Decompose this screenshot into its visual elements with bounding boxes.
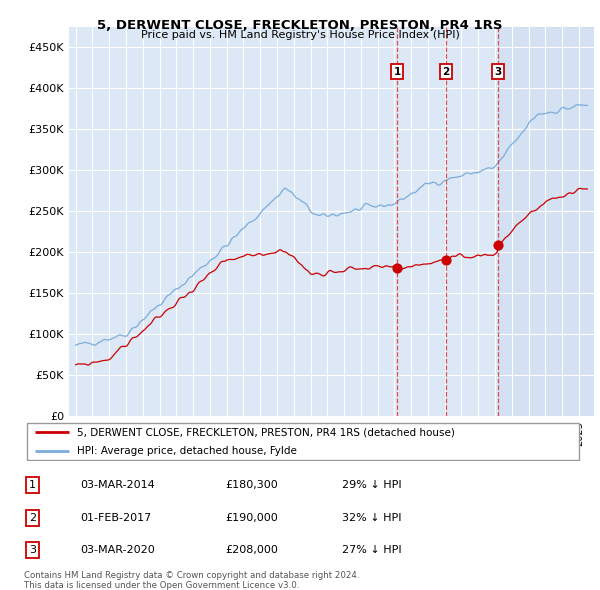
Text: 3: 3 (494, 67, 502, 77)
Text: 01-FEB-2017: 01-FEB-2017 (80, 513, 151, 523)
Text: 1: 1 (394, 67, 401, 77)
Text: 27% ↓ HPI: 27% ↓ HPI (342, 545, 401, 555)
Text: 5, DERWENT CLOSE, FRECKLETON, PRESTON, PR4 1RS (detached house): 5, DERWENT CLOSE, FRECKLETON, PRESTON, P… (77, 427, 455, 437)
Text: HPI: Average price, detached house, Fylde: HPI: Average price, detached house, Fyld… (77, 445, 297, 455)
Point (392, 263, 402, 273)
Text: £190,000: £190,000 (225, 513, 278, 523)
Text: 29% ↓ HPI: 29% ↓ HPI (342, 480, 401, 490)
Text: Price paid vs. HM Land Registry's House Price Index (HPI): Price paid vs. HM Land Registry's House … (140, 30, 460, 40)
Text: £208,000: £208,000 (225, 545, 278, 555)
Text: 1: 1 (29, 480, 36, 490)
Text: 5, DERWENT CLOSE, FRECKLETON, PRESTON, PR4 1RS: 5, DERWENT CLOSE, FRECKLETON, PRESTON, P… (97, 19, 503, 32)
Text: 3: 3 (29, 545, 36, 555)
Point (493, 241, 503, 250)
Text: Contains HM Land Registry data © Crown copyright and database right 2024.
This d: Contains HM Land Registry data © Crown c… (24, 571, 359, 590)
Text: 03-MAR-2014: 03-MAR-2014 (80, 480, 155, 490)
Text: £180,300: £180,300 (225, 480, 278, 490)
FancyBboxPatch shape (27, 423, 579, 460)
Text: 2: 2 (29, 513, 36, 523)
Point (441, 255, 451, 265)
Text: 2: 2 (442, 67, 449, 77)
Bar (498, 27, 596, 416)
Text: 32% ↓ HPI: 32% ↓ HPI (342, 513, 401, 523)
Text: 03-MAR-2020: 03-MAR-2020 (80, 545, 155, 555)
